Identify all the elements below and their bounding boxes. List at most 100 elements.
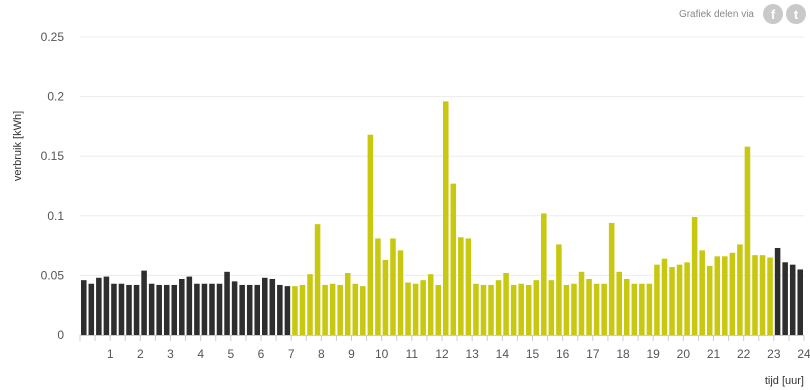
bar[interactable] xyxy=(382,259,389,335)
bar[interactable] xyxy=(307,274,313,335)
bar[interactable] xyxy=(729,252,736,335)
bar[interactable] xyxy=(186,276,193,335)
bar[interactable] xyxy=(96,277,102,335)
bar[interactable] xyxy=(503,273,509,335)
bar[interactable] xyxy=(246,284,253,335)
bar[interactable] xyxy=(578,271,585,335)
bar[interactable] xyxy=(148,283,155,335)
bar[interactable] xyxy=(156,284,162,335)
bar[interactable] xyxy=(548,280,555,335)
facebook-icon[interactable]: f xyxy=(763,4,783,24)
bar[interactable] xyxy=(111,283,117,335)
bar[interactable] xyxy=(759,255,766,335)
bar[interactable] xyxy=(646,283,653,335)
bar[interactable] xyxy=(412,283,419,335)
bar[interactable] xyxy=(752,255,758,335)
bar[interactable] xyxy=(239,284,245,335)
bar[interactable] xyxy=(767,257,773,335)
bar[interactable] xyxy=(216,283,223,335)
bar[interactable] xyxy=(81,280,87,335)
bar[interactable] xyxy=(118,283,125,335)
bar[interactable] xyxy=(782,262,788,335)
bar[interactable] xyxy=(209,283,215,335)
bar[interactable] xyxy=(706,265,713,335)
bar[interactable] xyxy=(390,238,396,335)
bar[interactable] xyxy=(473,283,479,335)
bar[interactable] xyxy=(141,270,147,335)
y-tick-label: 0.15 xyxy=(41,149,65,163)
bar[interactable] xyxy=(344,273,351,335)
bar[interactable] xyxy=(292,286,298,335)
bar[interactable] xyxy=(586,278,592,335)
bar[interactable] xyxy=(133,284,140,335)
bar[interactable] xyxy=(126,284,132,335)
bar[interactable] xyxy=(593,283,600,335)
bar[interactable] xyxy=(269,278,276,335)
bar[interactable] xyxy=(714,256,721,335)
bar[interactable] xyxy=(571,283,577,335)
bar[interactable] xyxy=(699,250,705,335)
bar[interactable] xyxy=(624,278,630,335)
bar[interactable] xyxy=(563,284,570,335)
bar[interactable] xyxy=(450,183,457,335)
bar[interactable] xyxy=(722,256,728,335)
x-tick-label: 4 xyxy=(197,347,204,361)
bar[interactable] xyxy=(231,281,238,335)
bar[interactable] xyxy=(201,283,208,335)
bar[interactable] xyxy=(262,277,268,335)
bar[interactable] xyxy=(789,264,796,335)
twitter-icon[interactable]: t xyxy=(786,4,806,24)
bar[interactable] xyxy=(277,284,283,335)
bar[interactable] xyxy=(639,283,645,335)
bar[interactable] xyxy=(556,244,562,335)
bar[interactable] xyxy=(194,283,200,335)
bar[interactable] xyxy=(420,280,426,335)
bar[interactable] xyxy=(224,271,230,335)
bar[interactable] xyxy=(518,283,524,335)
bar[interactable] xyxy=(533,280,540,335)
bar[interactable] xyxy=(367,134,374,335)
bar[interactable] xyxy=(314,224,321,335)
bar[interactable] xyxy=(691,216,698,335)
bar[interactable] xyxy=(616,271,622,335)
bar[interactable] xyxy=(654,264,660,335)
bar[interactable] xyxy=(284,286,291,335)
bar[interactable] xyxy=(541,213,547,335)
bar[interactable] xyxy=(465,238,472,335)
bar[interactable] xyxy=(397,250,404,335)
bar[interactable] xyxy=(427,274,434,335)
bar[interactable] xyxy=(601,283,607,335)
bar[interactable] xyxy=(510,284,517,335)
bar[interactable] xyxy=(669,267,675,335)
bar[interactable] xyxy=(676,264,683,335)
bar[interactable] xyxy=(774,247,781,335)
bar[interactable] xyxy=(337,284,343,335)
bar[interactable] xyxy=(495,280,502,335)
bar[interactable] xyxy=(525,284,532,335)
bar[interactable] xyxy=(480,284,487,335)
bar[interactable] xyxy=(405,282,411,335)
bar[interactable] xyxy=(352,283,359,335)
bar[interactable] xyxy=(631,283,638,335)
bar[interactable] xyxy=(360,286,366,335)
bar[interactable] xyxy=(608,222,615,335)
bar[interactable] xyxy=(684,262,690,335)
bar[interactable] xyxy=(744,146,751,335)
bar[interactable] xyxy=(488,284,494,335)
bar[interactable] xyxy=(299,284,306,335)
bar[interactable] xyxy=(435,284,441,335)
bar[interactable] xyxy=(458,237,464,335)
bar[interactable] xyxy=(443,101,449,336)
bar[interactable] xyxy=(103,276,110,335)
bar[interactable] xyxy=(171,284,178,335)
bar[interactable] xyxy=(179,278,185,335)
bar[interactable] xyxy=(163,284,170,335)
bar[interactable] xyxy=(329,283,336,335)
bar[interactable] xyxy=(661,258,668,335)
bar[interactable] xyxy=(88,283,95,335)
bar[interactable] xyxy=(322,284,328,335)
bar[interactable] xyxy=(797,269,803,335)
bar[interactable] xyxy=(375,238,381,335)
bar[interactable] xyxy=(254,284,260,335)
bar[interactable] xyxy=(737,244,743,335)
